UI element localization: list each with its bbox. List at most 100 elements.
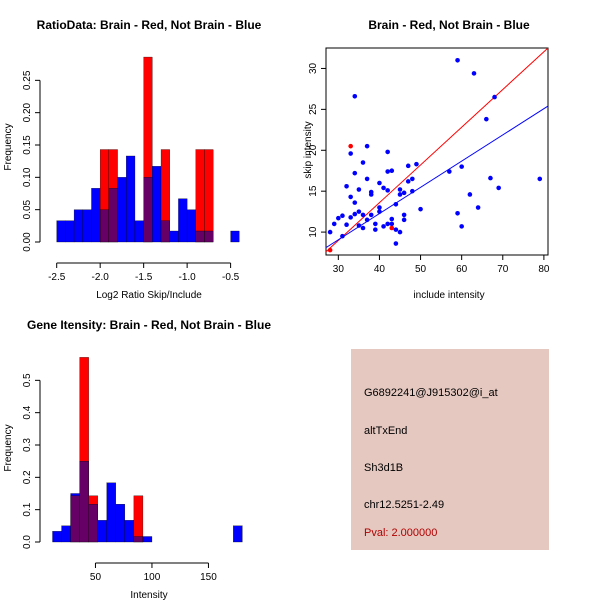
scatter-point-not-brain — [484, 116, 489, 122]
scatter-x-tick-label: 50 — [415, 264, 427, 275]
ratio-y-tick-label: 0.00 — [22, 232, 33, 252]
scatter-point-not-brain — [373, 227, 378, 232]
gene-x-tick-label: 100 — [144, 572, 161, 583]
ratio-y-tick-label: 0.25 — [22, 70, 33, 90]
scatter-point-not-brain — [377, 205, 382, 210]
scatter-point-not-brain — [356, 223, 362, 228]
info-gene-name: Sh3d1B — [364, 462, 403, 474]
gene-bar-brain — [133, 495, 144, 543]
scatter-point-not-brain — [352, 93, 358, 99]
ratio-histogram-xlabel: Log2 Ratio Skip/Include — [96, 290, 202, 301]
scatter-ylabel: skip intensity — [303, 121, 314, 178]
scatter-point-not-brain — [360, 160, 366, 165]
scatter-point-not-brain — [397, 229, 403, 235]
scatter-point-not-brain — [348, 151, 353, 156]
ratio-x-tick-label: -2.0 — [92, 272, 110, 283]
ratio-bar-overlap — [195, 230, 205, 243]
gene-bar-not-brain — [233, 525, 243, 543]
ratio-y-tick-label: 0.05 — [22, 199, 33, 219]
scatter-point-not-brain — [389, 216, 395, 222]
ratio-histogram-ylabel: Frequency — [3, 123, 14, 170]
scatter-point-not-brain — [393, 227, 399, 232]
scatter-point-not-brain — [340, 233, 345, 239]
scatter-point-not-brain — [405, 163, 411, 169]
info-probe-id: G6892241@J915302@i_at — [364, 387, 498, 399]
gene-bar-overlap — [70, 495, 80, 543]
scatter-point-not-brain — [401, 217, 407, 223]
scatter-point-not-brain — [360, 212, 366, 218]
gene-x-tick-label: 50 — [90, 572, 102, 583]
gene-bar-not-brain — [61, 525, 71, 543]
ratio-bar-brain — [204, 149, 214, 243]
ratio-histogram-title: RatioData: Brain - Red, Not Brain - Blue — [37, 18, 262, 32]
ratio-bar-not-brain — [117, 177, 127, 243]
ratio-bar-not-brain — [230, 230, 240, 243]
ratio-bar-brain — [195, 149, 205, 243]
scatter-point-not-brain — [364, 217, 370, 223]
gene-bar-not-brain — [106, 482, 116, 543]
scatter-point-not-brain — [389, 168, 395, 174]
scatter-point-not-brain — [455, 57, 460, 63]
scatter-point-not-brain — [377, 180, 382, 186]
gene-bar-not-brain — [52, 531, 62, 543]
ratio-x-tick-label: -1.0 — [179, 272, 197, 283]
scatter-point-not-brain — [405, 179, 411, 184]
gene-y-tick-label: 0.3 — [22, 438, 33, 452]
scatter-point-not-brain — [389, 221, 395, 227]
scatter-point-not-brain — [537, 176, 543, 182]
gene-bar-not-brain — [97, 520, 107, 543]
scatter-axes: 30 40 50 60 70 80 10 15 20 25 30 — [308, 62, 550, 275]
ratio-bar-not-brain — [152, 166, 162, 243]
scatter-point-not-brain — [397, 192, 403, 197]
gene-bar-overlap — [79, 461, 89, 543]
ratio-y-tick-label: 0.15 — [22, 135, 33, 155]
scatter-panel: Brain - Red, Not Brain - Blue include in… — [303, 18, 550, 301]
scatter-point-not-brain — [344, 222, 349, 228]
gene-histogram-axes: 50 100 150 0.0 0.1 0.2 0.3 0.4 0.5 — [22, 373, 217, 583]
scatter-y-tick-label: 10 — [308, 226, 319, 238]
scatter-point-brain — [389, 225, 395, 231]
ratio-bar-not-brain — [126, 155, 136, 243]
scatter-point-not-brain — [467, 192, 473, 197]
gene-y-tick-label: 0.2 — [22, 470, 33, 484]
scatter-point-not-brain — [352, 170, 358, 176]
scatter-point-not-brain — [340, 213, 345, 219]
ratio-bar-not-brain — [91, 188, 101, 243]
scatter-y-tick-label: 15 — [308, 185, 319, 197]
scatter-point-not-brain — [471, 71, 477, 76]
scatter-point-not-brain — [348, 215, 353, 220]
scatter-point-not-brain — [364, 176, 370, 182]
scatter-y-tick-label: 25 — [308, 103, 319, 115]
scatter-point-not-brain — [410, 188, 415, 194]
scatter-point-not-brain — [459, 224, 464, 229]
scatter-point-not-brain — [393, 241, 399, 246]
scatter-point-not-brain — [393, 201, 399, 207]
scatter-point-not-brain — [368, 212, 374, 218]
ratio-bar-not-brain — [73, 209, 83, 243]
scatter-x-tick-label: 30 — [333, 264, 345, 275]
gene-y-tick-label: 0.0 — [22, 535, 33, 549]
scatter-fit-line-red — [325, 47, 549, 253]
scatter-x-tick-label: 60 — [456, 264, 468, 275]
scatter-point-not-brain — [385, 221, 390, 227]
scatter-point-not-brain — [397, 187, 403, 192]
ratio-bar-overlap — [108, 188, 118, 243]
info-panel: G6892241@J915302@i_at altTxEnd Sh3d1B ch… — [351, 349, 549, 550]
gene-histogram-title: Gene Itensity: Brain - Red, Not Brain - … — [27, 318, 271, 332]
scatter-fit-lines — [325, 47, 549, 253]
ratio-bar-not-brain — [65, 220, 75, 243]
info-panel-background — [351, 349, 549, 550]
gene-y-tick-label: 0.4 — [22, 405, 33, 419]
scatter-point-not-brain — [410, 176, 415, 182]
ratio-bar-not-brain — [82, 209, 92, 243]
ratio-histogram-bars — [56, 56, 240, 243]
scatter-point-not-brain — [418, 206, 423, 212]
scatter-x-tick-label: 70 — [497, 264, 509, 275]
ratio-bar-not-brain — [186, 209, 196, 243]
gene-bar-overlap — [133, 536, 144, 543]
scatter-point-not-brain — [385, 188, 390, 193]
info-event-type: altTxEnd — [364, 425, 407, 437]
scatter-point-not-brain — [336, 215, 341, 221]
scatter-point-not-brain — [492, 94, 497, 100]
gene-histogram-panel: Gene Itensity: Brain - Red, Not Brain - … — [3, 318, 271, 601]
